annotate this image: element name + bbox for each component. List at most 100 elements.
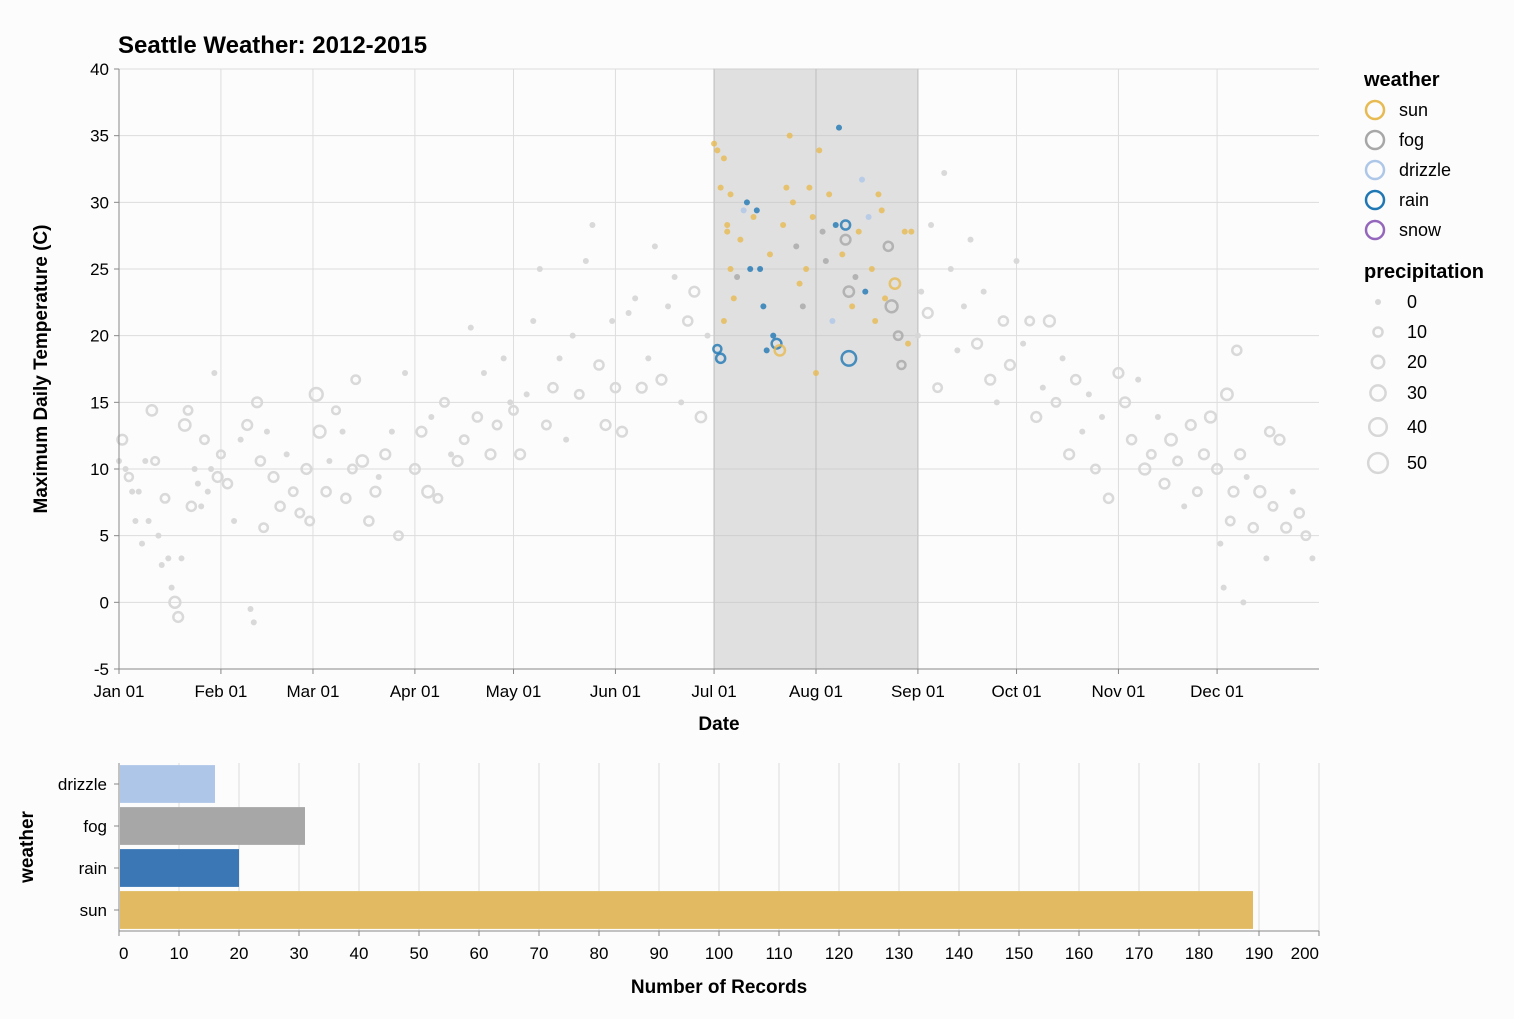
data-point bbox=[928, 222, 935, 228]
weather-legend[interactable]: weather sun fog drizzle rain snow bbox=[1363, 69, 1451, 241]
data-point bbox=[615, 425, 629, 438]
data-point bbox=[241, 418, 254, 432]
precip-legend-label: 30 bbox=[1407, 383, 1427, 403]
data-point bbox=[172, 610, 185, 624]
data-point bbox=[1247, 521, 1260, 534]
scatter-y-axis-title: Maximum Daily Temperature (C) bbox=[31, 225, 52, 514]
data-point bbox=[254, 455, 267, 467]
data-point bbox=[839, 233, 852, 246]
data-point bbox=[632, 295, 639, 302]
y-tick-label: 5 bbox=[100, 527, 109, 546]
data-point bbox=[142, 458, 149, 464]
data-point bbox=[480, 370, 487, 376]
data-point bbox=[730, 295, 737, 302]
data-point bbox=[388, 428, 395, 435]
bar-x-tick-label: 110 bbox=[765, 944, 792, 963]
data-point bbox=[204, 488, 211, 495]
fog-legend-label[interactable]: fog bbox=[1399, 130, 1424, 150]
data-point bbox=[304, 515, 316, 527]
bars[interactable] bbox=[120, 765, 1253, 929]
data-point bbox=[194, 480, 201, 487]
rain-legend-label[interactable]: rain bbox=[1399, 190, 1429, 210]
data-point bbox=[783, 184, 790, 191]
data-point bbox=[720, 318, 727, 324]
data-point bbox=[1089, 463, 1101, 475]
data-point bbox=[182, 404, 194, 416]
data-point bbox=[421, 484, 435, 499]
data-point bbox=[1253, 485, 1267, 499]
data-point bbox=[415, 425, 428, 438]
data-point bbox=[294, 507, 306, 519]
data-point bbox=[484, 448, 497, 461]
bar-x-tick-label: 10 bbox=[170, 944, 189, 963]
bar-x-tick-label: 150 bbox=[1005, 944, 1033, 963]
bar-x-tick-label: 130 bbox=[885, 944, 913, 963]
data-point bbox=[1063, 448, 1076, 461]
data-point bbox=[865, 214, 872, 220]
data-point bbox=[651, 243, 658, 250]
bar-x-tick-label: 60 bbox=[470, 944, 489, 963]
data-point bbox=[569, 332, 576, 339]
bar-chart[interactable]: 0 10 20 30 40 50 60 70 80 90 100 110 120 130 140 150 160… bbox=[58, 763, 1320, 963]
bar-x-tick-label: 140 bbox=[945, 944, 973, 963]
y-tick-label: 10 bbox=[90, 460, 109, 479]
data-point bbox=[932, 382, 944, 394]
data-point bbox=[1164, 432, 1178, 447]
scatter-plot[interactable]: -5 0 5 10 15 20 25 30 35 40 Jan 01 Feb 01 Mar 01 Apr … bbox=[90, 60, 1319, 701]
data-point bbox=[806, 184, 813, 191]
sun-bar[interactable] bbox=[120, 891, 1253, 929]
data-point bbox=[1220, 387, 1234, 402]
drizzle-legend-label[interactable]: drizzle bbox=[1399, 160, 1451, 180]
data-point bbox=[625, 310, 632, 316]
data-point bbox=[145, 518, 152, 524]
data-point bbox=[717, 184, 724, 191]
data-point bbox=[997, 315, 1010, 327]
data-point bbox=[513, 448, 527, 461]
data-point bbox=[1263, 555, 1270, 562]
data-point bbox=[896, 359, 907, 371]
data-point bbox=[330, 405, 342, 416]
bar-y-tick-label: sun bbox=[80, 901, 107, 920]
data-point bbox=[770, 332, 777, 339]
data-point bbox=[508, 404, 519, 416]
data-point bbox=[1118, 396, 1132, 409]
data-point bbox=[369, 485, 382, 498]
data-point bbox=[908, 228, 915, 235]
data-point bbox=[970, 337, 984, 350]
data-point bbox=[211, 370, 218, 376]
data-point bbox=[540, 419, 552, 431]
data-point bbox=[145, 403, 159, 417]
data-point bbox=[1233, 448, 1247, 461]
x-tick-label: May 01 bbox=[486, 682, 542, 701]
precipitation-legend: precipitation 0 10 20 30 40 50 bbox=[1364, 261, 1484, 475]
data-point bbox=[467, 324, 474, 331]
data-point bbox=[852, 274, 859, 280]
rain-bar[interactable] bbox=[120, 849, 239, 887]
data-point bbox=[712, 343, 723, 355]
sun-legend-label[interactable]: sun bbox=[1399, 100, 1428, 120]
data-point bbox=[796, 280, 803, 287]
data-point bbox=[980, 288, 987, 295]
x-tick-label: Feb 01 bbox=[194, 682, 247, 701]
data-point bbox=[819, 228, 826, 235]
fog-bar[interactable] bbox=[120, 807, 305, 845]
data-point bbox=[408, 462, 421, 476]
data-point bbox=[941, 170, 948, 176]
bar-x-tick-label: 40 bbox=[350, 944, 369, 963]
data-point bbox=[1154, 414, 1161, 420]
scatter-x-axis-title: Date bbox=[698, 714, 739, 735]
y-tick-label: 20 bbox=[90, 327, 109, 346]
bar-x-tick-label: 160 bbox=[1065, 944, 1093, 963]
data-point bbox=[836, 124, 842, 131]
data-point bbox=[918, 288, 925, 295]
data-point bbox=[760, 303, 767, 310]
snow-legend-label[interactable]: snow bbox=[1399, 220, 1442, 240]
data-point bbox=[993, 399, 1000, 406]
drizzle-bar[interactable] bbox=[120, 765, 215, 803]
y-tick-label: 35 bbox=[90, 127, 109, 146]
data-point bbox=[901, 228, 908, 235]
data-point bbox=[753, 207, 760, 214]
data-point bbox=[688, 285, 701, 298]
data-point bbox=[1300, 530, 1312, 542]
